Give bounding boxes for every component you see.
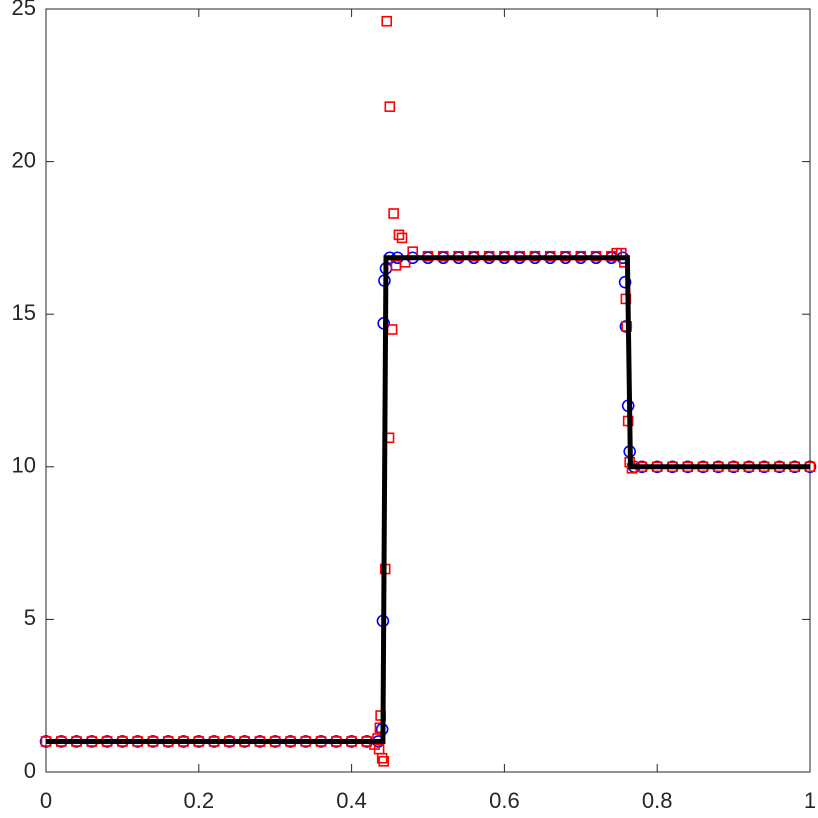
square-marker — [393, 229, 405, 241]
series-line — [46, 255, 810, 744]
y-tick-label: 5 — [24, 605, 36, 630]
square-marker — [376, 752, 388, 764]
y-tick-label: 15 — [12, 300, 36, 325]
y-tick-label: 20 — [12, 147, 36, 172]
square-marker — [381, 15, 393, 27]
square-marker — [388, 208, 399, 219]
x-tick-label: 0.2 — [184, 788, 215, 813]
y-tick-label: 0 — [24, 758, 36, 783]
square-marker — [378, 756, 389, 767]
square-marker — [384, 101, 396, 112]
x-tick-label: 0 — [40, 788, 52, 813]
x-tick-label: 0.4 — [336, 788, 367, 813]
x-tick-label: 0.6 — [489, 788, 520, 813]
y-tick-label: 10 — [12, 453, 36, 478]
x-tick-label: 1 — [804, 788, 816, 813]
y-tick-label: 25 — [12, 0, 36, 20]
plot-frame — [45, 8, 811, 773]
square-marker — [396, 232, 408, 244]
circle-marker — [618, 275, 632, 289]
x-tick-label: 0.8 — [642, 788, 673, 813]
